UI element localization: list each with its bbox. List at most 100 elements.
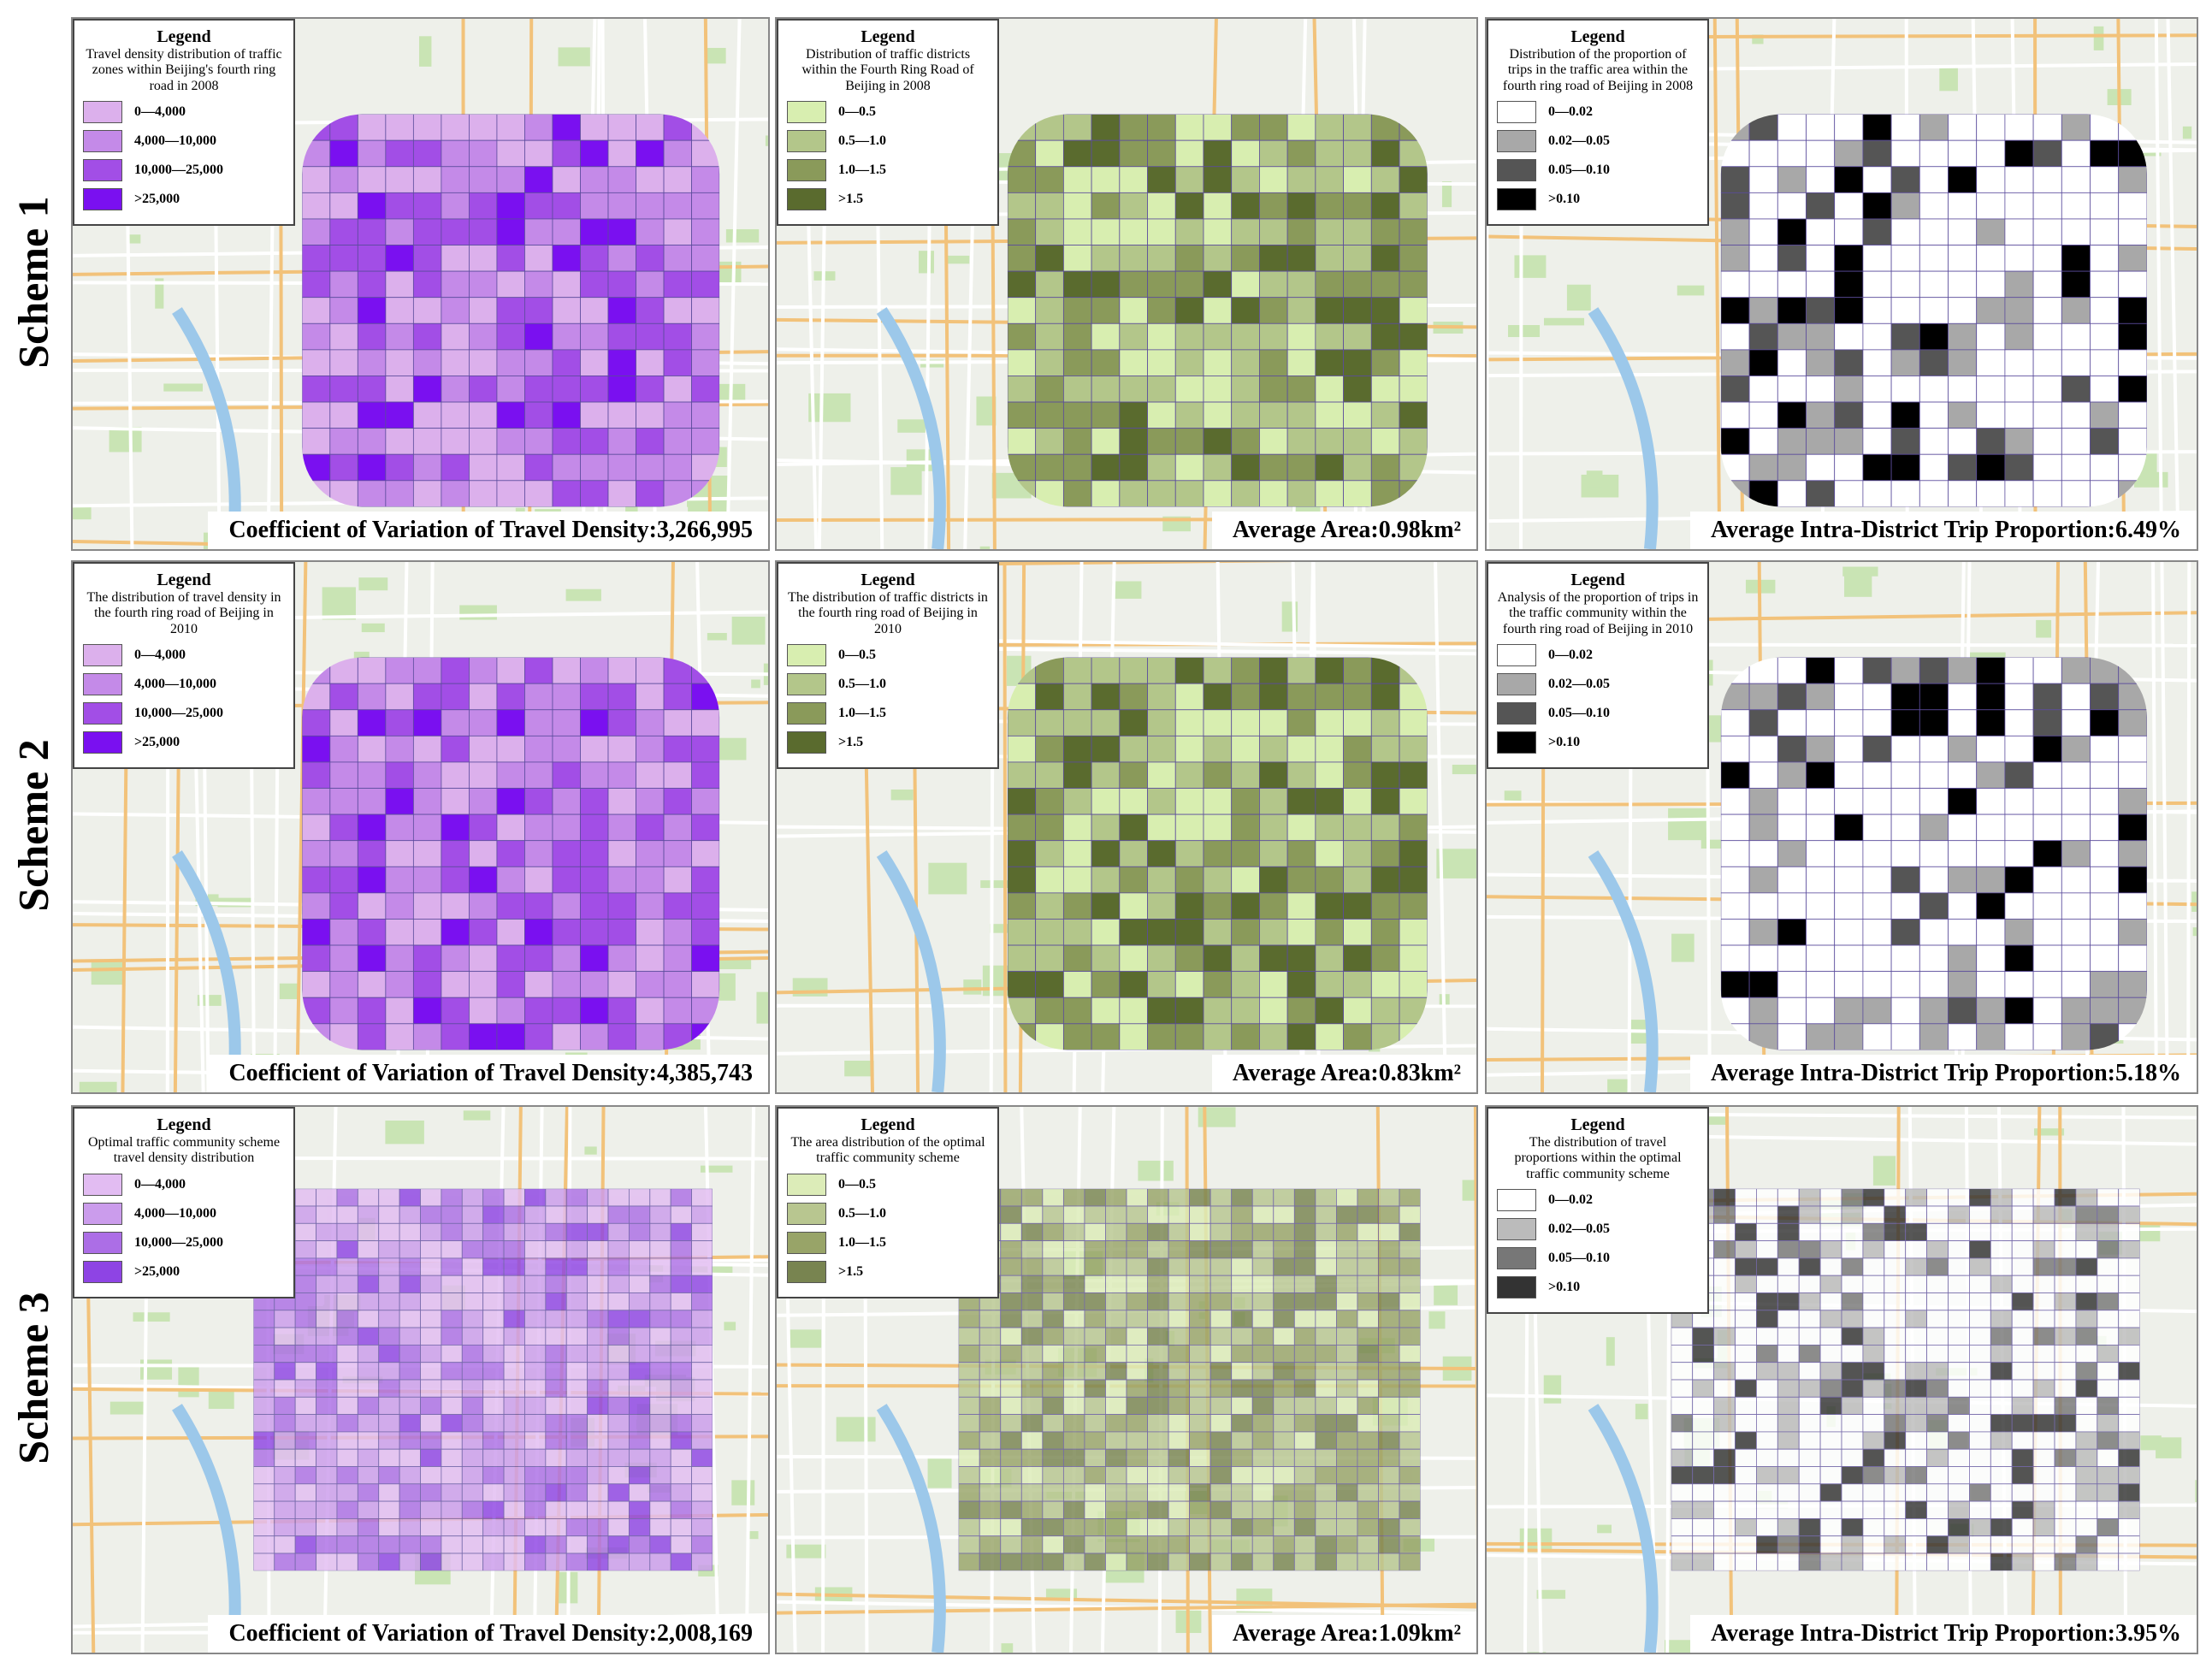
zone bbox=[1378, 1292, 1400, 1311]
zone bbox=[1035, 245, 1064, 272]
zone bbox=[1091, 428, 1121, 455]
zone bbox=[1399, 1310, 1421, 1328]
zone bbox=[1084, 1327, 1106, 1346]
park bbox=[1045, 1588, 1078, 1600]
legend-label: 4,000—10,000 bbox=[134, 1205, 216, 1221]
zone bbox=[670, 1310, 692, 1328]
map bbox=[1487, 562, 2197, 1092]
zone bbox=[1948, 1188, 1970, 1207]
zone bbox=[1713, 1483, 1736, 1502]
zone bbox=[1315, 480, 1344, 507]
zone bbox=[1834, 218, 1864, 245]
zone bbox=[316, 1396, 338, 1415]
zone bbox=[2054, 1517, 2077, 1537]
zone bbox=[336, 1517, 358, 1537]
zone bbox=[1315, 892, 1344, 920]
zone bbox=[496, 919, 525, 946]
zone bbox=[2032, 1396, 2055, 1415]
zone bbox=[1399, 349, 1428, 376]
zone bbox=[649, 1310, 671, 1328]
road bbox=[777, 1602, 1476, 1615]
zone bbox=[1147, 139, 1176, 168]
zone bbox=[2004, 840, 2034, 867]
zone bbox=[1834, 683, 1864, 711]
zone bbox=[1251, 1310, 1275, 1328]
zone bbox=[274, 1500, 296, 1519]
zone bbox=[2090, 453, 2120, 482]
zone bbox=[1062, 1275, 1085, 1293]
zone bbox=[385, 919, 414, 946]
zone bbox=[1834, 192, 1864, 220]
zone bbox=[1890, 218, 1920, 245]
zone bbox=[587, 1431, 609, 1450]
zone bbox=[496, 657, 525, 684]
zone bbox=[1720, 971, 1750, 998]
zone bbox=[496, 139, 525, 168]
river bbox=[876, 1404, 946, 1653]
zone bbox=[1357, 1466, 1379, 1485]
zone bbox=[1168, 1414, 1191, 1433]
zone bbox=[1042, 1414, 1064, 1433]
zone bbox=[2032, 1023, 2062, 1050]
zone bbox=[496, 683, 525, 711]
zone bbox=[496, 376, 525, 403]
zone bbox=[1777, 735, 1807, 763]
legend-label: >1.5 bbox=[838, 1263, 864, 1279]
zone bbox=[1174, 114, 1204, 141]
zone bbox=[302, 270, 331, 299]
legend-item: 4,000—10,000 bbox=[83, 130, 285, 153]
zone bbox=[1293, 1327, 1316, 1346]
zone bbox=[1231, 1344, 1253, 1363]
zone bbox=[2075, 1275, 2098, 1293]
zone bbox=[412, 428, 442, 455]
zone bbox=[1286, 114, 1316, 141]
map-panel: Legend Travel density distribution of tra… bbox=[71, 17, 770, 551]
zone bbox=[1399, 944, 1428, 973]
zone bbox=[1692, 1414, 1714, 1433]
zone bbox=[1841, 1431, 1864, 1450]
zone bbox=[1231, 813, 1260, 842]
zone bbox=[1948, 1310, 1970, 1328]
zone bbox=[1315, 1205, 1337, 1224]
zone bbox=[1735, 1292, 1757, 1311]
zone bbox=[2011, 1205, 2034, 1224]
park bbox=[927, 1456, 952, 1488]
legend-label: 0—0.5 bbox=[838, 1176, 876, 1192]
zone bbox=[636, 709, 665, 736]
zone bbox=[1035, 892, 1064, 920]
zone bbox=[1174, 192, 1204, 220]
zone bbox=[979, 1500, 1002, 1519]
zone bbox=[1378, 1535, 1400, 1554]
zone bbox=[1147, 788, 1176, 815]
zone bbox=[385, 349, 414, 376]
zone bbox=[565, 1327, 588, 1346]
zone bbox=[565, 1483, 588, 1502]
zone bbox=[1884, 1483, 1907, 1502]
zone bbox=[587, 1396, 609, 1415]
zone bbox=[1091, 813, 1121, 842]
zone bbox=[1119, 453, 1148, 482]
park bbox=[928, 862, 967, 895]
zone bbox=[399, 1188, 421, 1207]
zone bbox=[1105, 1222, 1127, 1242]
zone bbox=[1231, 1553, 1253, 1571]
zone bbox=[274, 1448, 296, 1467]
zone bbox=[1035, 919, 1064, 946]
zone bbox=[1990, 1310, 2013, 1328]
zone bbox=[1147, 166, 1176, 193]
zone bbox=[378, 1188, 400, 1207]
zone bbox=[253, 1327, 275, 1346]
zone bbox=[1293, 1362, 1316, 1381]
zone bbox=[1000, 1362, 1022, 1381]
zone bbox=[1748, 683, 1778, 711]
zone bbox=[316, 1310, 338, 1328]
zone bbox=[1357, 1500, 1379, 1519]
zone bbox=[524, 376, 553, 403]
zone bbox=[1948, 1275, 1970, 1293]
zone bbox=[2118, 683, 2147, 711]
zone bbox=[1806, 892, 1836, 920]
park bbox=[2138, 1223, 2161, 1242]
zone bbox=[1119, 683, 1148, 711]
zone bbox=[545, 1292, 567, 1311]
zone bbox=[2090, 349, 2120, 376]
